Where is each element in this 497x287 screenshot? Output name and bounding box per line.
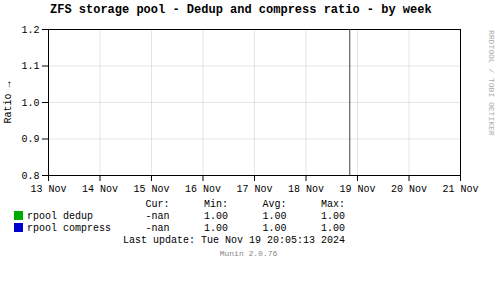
html-text:Max:: Max: [321, 199, 346, 210]
svg-text:17 Nov: 17 Nov [236, 184, 272, 195]
html-text:RRDTOOL / TOBI OETIKER: RRDTOOL / TOBI OETIKER [487, 30, 496, 136]
svg-text:20 Nov: 20 Nov [391, 184, 427, 195]
svg-text:15 Nov: 15 Nov [133, 184, 169, 195]
html-text:1.00: 1.00 [262, 211, 287, 222]
html-text:Avg:: Avg: [262, 199, 287, 210]
svg-text:14 Nov: 14 Nov [82, 184, 118, 195]
svg-text:0.8: 0.8 [21, 171, 39, 182]
html-text:1.00: 1.00 [204, 223, 228, 234]
html-text:1.00: 1.00 [262, 223, 287, 234]
html-text:1.00: 1.00 [321, 223, 346, 234]
html-text:Cur:: Cur: [145, 199, 170, 210]
svg-text:1.1: 1.1 [21, 61, 39, 72]
html-text:-nan: -nan [145, 211, 170, 222]
svg-text:13 Nov: 13 Nov [30, 184, 66, 195]
svg-text:16 Nov: 16 Nov [185, 184, 221, 195]
html-text:rpool compress: rpool compress [27, 223, 111, 234]
html-text:-nan: -nan [145, 223, 170, 234]
html-text:Min:: Min: [204, 199, 228, 210]
svg-text:18 Nov: 18 Nov [288, 184, 324, 195]
html-text:1.00: 1.00 [321, 211, 346, 222]
svg-text:21 Nov: 21 Nov [442, 184, 478, 195]
svg-text:1.2: 1.2 [21, 25, 39, 36]
html-text:ZFS storage pool - Dedup and c: ZFS storage pool - Dedup and compress ra… [50, 3, 432, 17]
html-text:rpool dedup: rpool dedup [27, 211, 93, 222]
html-text:Munin 2.0.76: Munin 2.0.76 [219, 249, 278, 258]
html-text:1.00: 1.00 [204, 211, 228, 222]
svg-text:Ratio →: Ratio → [3, 81, 14, 123]
svg-text:1.0: 1.0 [21, 98, 39, 109]
html-text:Last update: Tue Nov 19 20:05:: Last update: Tue Nov 19 20:05:13 2024 [123, 235, 346, 246]
svg-text:19 Nov: 19 Nov [339, 184, 375, 195]
svg-text:0.9: 0.9 [21, 134, 39, 145]
